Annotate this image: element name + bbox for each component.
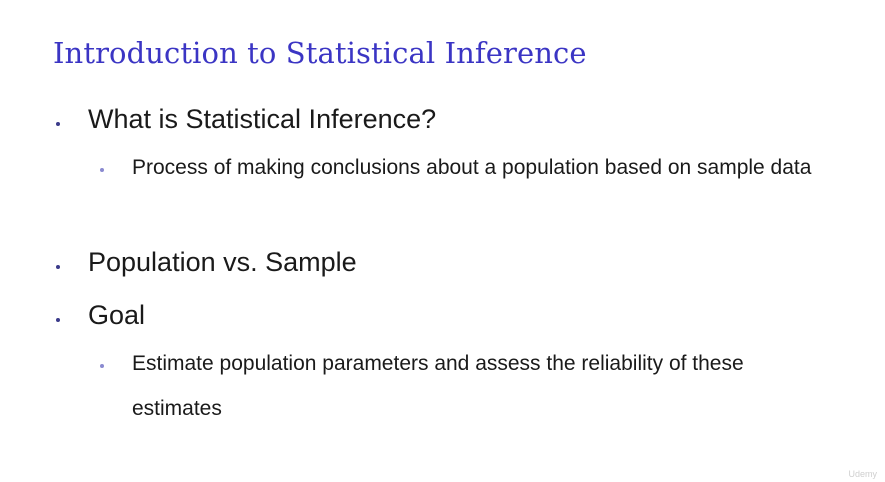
bullet-item: Goal <box>88 300 146 330</box>
sub-bullet-dot <box>100 168 104 172</box>
bullet-item: What is Statistical Inference? <box>88 104 437 134</box>
sub-bullet-item: Estimate population parameters and asses… <box>132 352 744 420</box>
bullet-dot <box>56 122 60 126</box>
bullet-dot <box>56 265 60 269</box>
watermark: Udemy <box>848 469 877 479</box>
bullet-item: Population vs. Sample <box>88 247 357 277</box>
bullet-dot <box>56 318 60 322</box>
sub-bullet-item: Process of making conclusions about a po… <box>132 156 812 179</box>
slide-title: Introduction to Statistical Inference <box>53 36 587 70</box>
sub-bullet-dot <box>100 364 104 368</box>
